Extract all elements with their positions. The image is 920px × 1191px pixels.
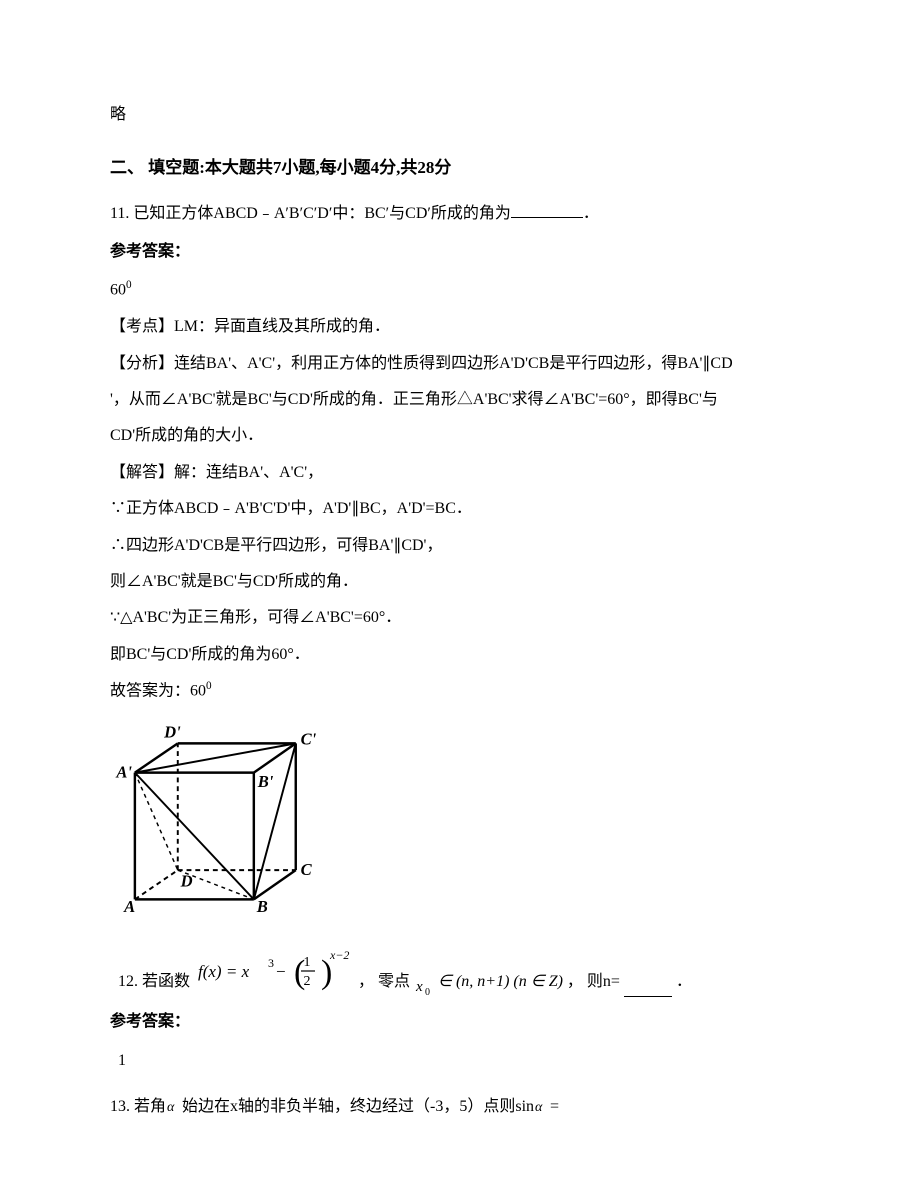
blank-fill xyxy=(511,202,583,218)
q12-mid: ， 零点 xyxy=(358,968,410,997)
q11-stem-text: 11. 已知正方体ABCD﹣A′B′C′D′中：BC′与CD′所成的角为 xyxy=(110,205,511,222)
label-Dp: D' xyxy=(163,722,181,741)
x0-base: x xyxy=(415,979,423,995)
cube-diagram: A B C D A' B' C' D' xyxy=(110,719,345,914)
q11-final-sup: 0 xyxy=(206,680,212,692)
q11-fenxi-2: '，从而∠A'BC'就是BC'与CD'所成的角．正三角形△A'BC'求得∠A'B… xyxy=(110,385,810,415)
omitted-text: 略 xyxy=(110,100,810,130)
q11-jieda-3: ∴四边形A'D'CB是平行四边形，可得BA'∥CD'， xyxy=(110,531,810,561)
q12-tail-a: ， 则n= xyxy=(567,968,620,997)
q11-jieda-4: 则∠A'BC'就是BC'与CD'所成的角． xyxy=(110,567,810,597)
svg-text:α: α xyxy=(167,1100,175,1113)
q11-jieda-5: ∵△A'BC'为正三角形，可得∠A'BC'=60°． xyxy=(110,603,810,633)
q11-answer-value: 60 xyxy=(110,282,126,299)
q11-stem-tail: ． xyxy=(583,205,599,222)
label-Cp: C' xyxy=(301,729,317,748)
fx-left: f(x) = x xyxy=(198,962,250,981)
q11-fenxi-1: 【分析】连结BA'、A'C'，利用正方体的性质得到四边形A'D'CB是平行四边形… xyxy=(110,349,810,379)
fx-minus: − xyxy=(276,962,286,981)
q11-kaodian: 【考点】LM：异面直线及其所成的角． xyxy=(110,312,810,342)
q11-answer: 600 xyxy=(110,275,810,306)
q12-tail-b: ． xyxy=(676,968,692,997)
label-A: A xyxy=(123,897,135,914)
label-Ap: A' xyxy=(115,762,132,781)
q13-stem: 13. 若角α始边在x轴的非负半轴，终边经过（-3，5）点则sinα= xyxy=(110,1092,810,1122)
q11-answer-sup: 0 xyxy=(126,279,132,291)
q12-lead: 12. 若函数 xyxy=(110,968,190,997)
label-B: B xyxy=(256,897,268,914)
alpha-icon: α xyxy=(534,1099,550,1113)
q11-jieda-1: 【解答】解：连结BA'、A'C'， xyxy=(110,458,810,488)
fx-num: 1 xyxy=(304,955,311,970)
section-2-title: 二、 填空题:本大题共7小题,每小题4分,共28分 xyxy=(110,152,810,184)
q12-answer: 1 xyxy=(110,1046,810,1076)
q11-final-text: 故答案为：60 xyxy=(110,682,206,699)
q12-blank xyxy=(624,981,672,997)
q13-b: 始边在x轴的非负半轴，终边经过（-3，5）点则sin xyxy=(182,1098,534,1115)
q11-stem: 11. 已知正方体ABCD﹣A′B′C′D′中：BC′与CD′所成的角为 ． xyxy=(110,199,810,229)
x0-sub: 0 xyxy=(425,987,430,997)
q12-x0: x 0 xyxy=(414,975,434,997)
label-Bp: B' xyxy=(257,772,274,791)
fx-cubed: 3 xyxy=(268,956,274,970)
alpha-icon: α xyxy=(166,1099,182,1113)
q11-jieda-2: ∵正方体ABCD﹣A'B'C'D'中，A'D'∥BC，A'D'=BC． xyxy=(110,494,810,524)
q13-c: = xyxy=(550,1098,559,1115)
q11-fenxi-3: CD'所成的角的大小． xyxy=(110,421,810,451)
fx-exp: x−2 xyxy=(329,948,349,962)
label-D: D xyxy=(180,872,193,891)
q12-stem: 12. 若函数 f(x) = x 3 − ( ) 1 2 x−2 ， 零点 x … xyxy=(110,943,810,997)
svg-text:α: α xyxy=(535,1100,543,1113)
q13-a: 13. 若角 xyxy=(110,1098,166,1115)
q11-answer-label: 参考答案： xyxy=(110,237,810,267)
fx-den: 2 xyxy=(304,974,311,989)
q11-final: 故答案为：600 xyxy=(110,676,810,707)
q12-interval: ∈ (n, n+1) (n ∈ Z) xyxy=(438,968,563,997)
label-C: C xyxy=(301,860,313,879)
q11-jieda-6: 即BC'与CD'所成的角为60°． xyxy=(110,640,810,670)
q12-answer-label: 参考答案： xyxy=(110,1007,810,1037)
q12-fx-formula: f(x) = x 3 − ( ) 1 2 x−2 xyxy=(194,943,354,997)
